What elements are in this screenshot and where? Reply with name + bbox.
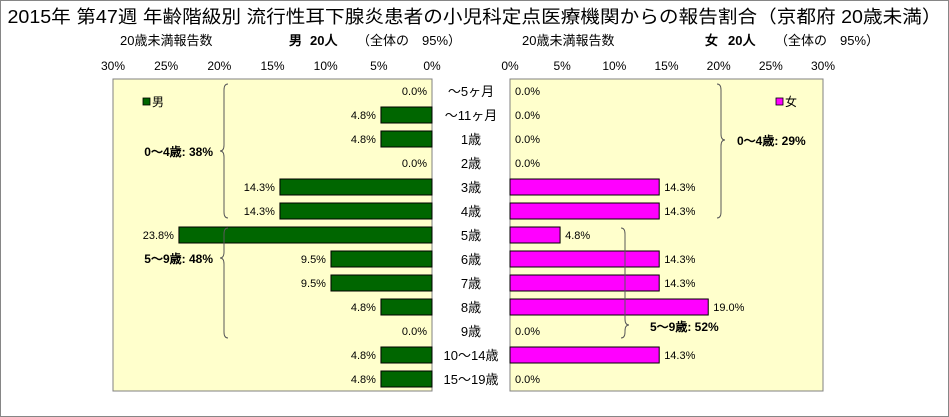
male-value-label: 0.0% <box>402 86 427 98</box>
category-label: 10～14歳 <box>444 348 499 363</box>
male-bar <box>279 202 433 220</box>
plot-area-right <box>509 78 824 392</box>
male-value-label: 4.8% <box>351 374 376 386</box>
left-tick-label: 25% <box>154 59 178 73</box>
male-legend-swatch <box>142 97 151 106</box>
category-label: 1歳 <box>461 132 481 147</box>
male-bar <box>330 274 433 292</box>
female-group-brace <box>620 227 630 339</box>
category-label: 5歳 <box>461 228 481 243</box>
right-tick-label: 25% <box>759 59 783 73</box>
female-legend-swatch <box>775 97 784 106</box>
female-value-label: 14.3% <box>664 350 695 362</box>
male-value-label: 4.8% <box>351 134 376 146</box>
female-bar <box>509 274 660 292</box>
male-bar <box>380 298 433 316</box>
male-legend-label: 男 <box>152 95 164 109</box>
chart-marks: ～5ヶ月 ～11ヶ月 1歳 2歳 3歳 4歳 5歳 6歳 7歳 8歳 9歳 10～14歳 15～19歳 3… <box>101 59 835 388</box>
right-tick-label: 5% <box>553 59 571 73</box>
right-summary-sex: 女 <box>705 33 718 48</box>
category-label: 2歳 <box>461 156 481 171</box>
female-value-label: 14.3% <box>664 278 695 290</box>
male-value-label: 9.5% <box>301 278 326 290</box>
female-bar <box>509 226 561 244</box>
female-value-label: 19.0% <box>713 302 744 314</box>
right-tick-label: 15% <box>654 59 678 73</box>
category-label: ～5ヶ月 <box>448 84 494 99</box>
female-group-share-label: 0～4歳: 29% <box>737 133 806 148</box>
male-group-share-label: 5～9歳: 48% <box>144 251 213 266</box>
right-summary-label: 20歳未満報告数 <box>522 33 614 48</box>
male-value-label: 0.0% <box>402 158 427 170</box>
right-tick-label: 10% <box>602 59 626 73</box>
right-tick-label: 20% <box>707 59 731 73</box>
left-summary-count: 20人 <box>310 33 338 48</box>
right-tick-label: 0% <box>501 59 519 73</box>
female-bar <box>509 178 660 196</box>
male-bar <box>380 370 433 388</box>
left-tick-label: 20% <box>207 59 231 73</box>
chart-title: 2015年 第47週 年齢階級別 流行性耳下腺炎患者の小児科定点医療機関からの報… <box>8 7 942 27</box>
female-value-label: 0.0% <box>515 158 540 170</box>
category-label: ～11ヶ月 <box>445 108 498 123</box>
male-group-brace <box>219 227 229 339</box>
female-value-label: 0.0% <box>515 326 540 338</box>
category-label: 15～19歳 <box>444 372 499 387</box>
female-value-label: 0.0% <box>515 86 540 98</box>
category-label: 6歳 <box>461 252 481 267</box>
category-label: 9歳 <box>461 324 481 339</box>
male-value-label: 4.8% <box>351 302 376 314</box>
male-bar <box>380 130 433 148</box>
female-value-label: 14.3% <box>664 206 695 218</box>
male-value-label: 9.5% <box>301 254 326 266</box>
male-value-label: 14.3% <box>244 182 275 194</box>
category-label: 3歳 <box>461 180 481 195</box>
left-tick-label: 10% <box>314 59 338 73</box>
female-legend-label: 女 <box>785 94 797 109</box>
female-bar <box>509 346 660 364</box>
male-bar <box>380 346 433 364</box>
male-bar <box>178 226 433 244</box>
left-summary-share: （全体の 95%） <box>357 33 461 48</box>
left-tick-label: 0% <box>423 59 441 73</box>
right-summary-share: （全体の 95%） <box>775 33 879 48</box>
female-value-label: 4.8% <box>565 230 590 242</box>
category-label: 4歳 <box>461 204 481 219</box>
left-summary-sex: 男 <box>289 33 302 48</box>
male-value-label: 4.8% <box>351 350 376 362</box>
female-value-label: 0.0% <box>515 110 540 122</box>
male-value-label: 4.8% <box>351 110 376 122</box>
male-bar <box>380 106 433 124</box>
right-tick-label: 30% <box>811 59 835 73</box>
category-label: 7歳 <box>461 276 481 291</box>
male-value-label: 23.8% <box>143 230 174 242</box>
male-value-label: 0.0% <box>402 326 427 338</box>
left-tick-label: 15% <box>260 59 284 73</box>
male-bar <box>279 178 433 196</box>
female-group-brace <box>716 83 726 219</box>
male-group-share-label: 0～4歳: 38% <box>144 144 213 159</box>
category-label: 8歳 <box>461 300 481 315</box>
female-value-label: 0.0% <box>515 134 540 146</box>
left-summary-label: 20歳未満報告数 <box>120 33 212 48</box>
male-value-label: 14.3% <box>244 206 275 218</box>
female-value-label: 14.3% <box>664 182 695 194</box>
female-group-share-label: 5～9歳: 52% <box>650 319 719 334</box>
left-tick-label: 30% <box>101 59 125 73</box>
male-group-brace <box>219 83 229 219</box>
male-bar <box>330 250 433 268</box>
female-bar <box>509 250 660 268</box>
female-bar <box>509 202 660 220</box>
right-summary-count: 20人 <box>728 33 756 48</box>
female-value-label: 0.0% <box>515 374 540 386</box>
female-value-label: 14.3% <box>664 254 695 266</box>
left-tick-label: 5% <box>370 59 388 73</box>
female-bar <box>509 298 709 316</box>
